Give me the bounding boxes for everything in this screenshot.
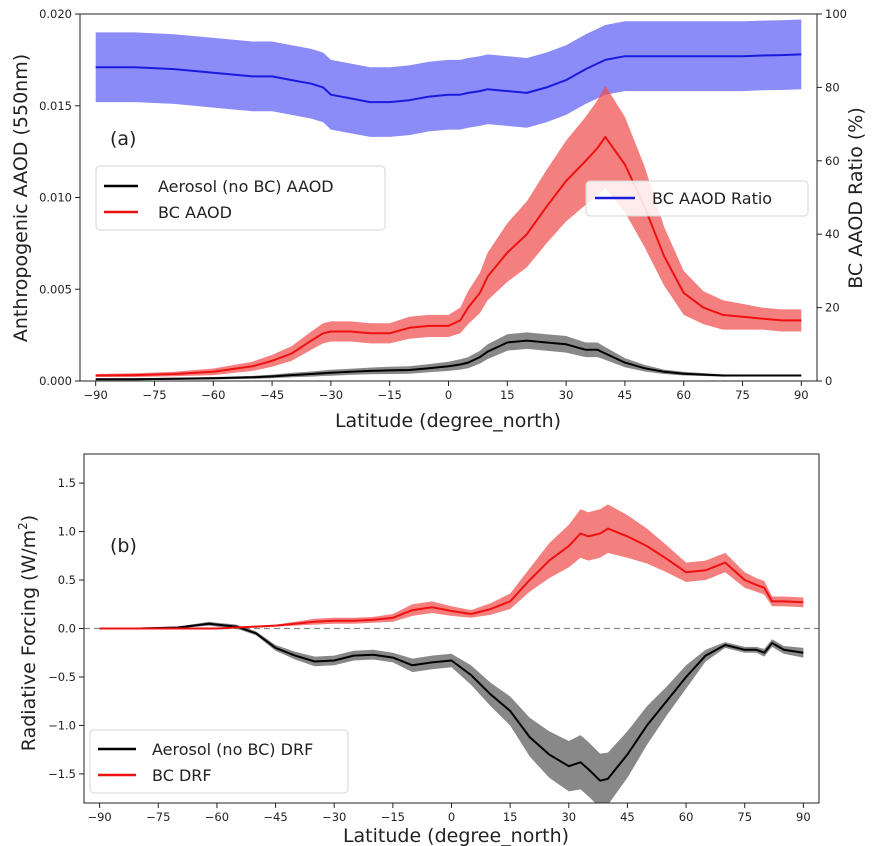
panel-a-ylabel: Anthropogenic AAOD (550nm)	[10, 54, 32, 342]
y-tick-label: 0.010	[39, 191, 72, 205]
x-tick-label: −75	[146, 810, 170, 824]
y-tick-label: −0.5	[48, 670, 76, 684]
x-tick-label: −90	[84, 388, 108, 402]
legend-b: Aerosol (no BC) DRF BC DRF	[89, 729, 349, 794]
x-tick-label: 90	[794, 388, 809, 402]
y-tick-label: 0.015	[39, 99, 72, 113]
panel-b-ylabel-superscript: 2	[16, 522, 30, 530]
y2-tick-label: 0	[825, 374, 832, 388]
x-tick-label: −30	[322, 810, 346, 824]
panel-b-ylabel: Radiative Forcing (W/m2)	[16, 515, 40, 751]
x-tick-label: 0	[448, 810, 455, 824]
panel-a-label: (a)	[110, 128, 136, 150]
legend-a-left-box	[95, 165, 386, 231]
x-tick-label: 45	[620, 810, 635, 824]
panel-b-ylabel-close: )	[18, 515, 40, 522]
y-tick-label: 0.005	[39, 282, 72, 296]
x-tick-label: 0	[445, 388, 452, 402]
y2-tick-label: 100	[825, 7, 847, 21]
x-tick-label: 75	[735, 388, 750, 402]
aerosol-no-bc-drf-uncertainty-band	[99, 621, 804, 803]
y-tick-label: 0.5	[58, 573, 76, 587]
y2-tick-label: 60	[825, 154, 840, 168]
x-tick-label: 15	[500, 388, 515, 402]
x-tick-label: 90	[796, 810, 811, 824]
panel-a-y2label: BC AAOD Ratio (%)	[845, 107, 867, 289]
x-tick-label: 60	[676, 388, 691, 402]
legend-a-bc-label: BC AAOD	[158, 203, 232, 222]
x-tick-label: 45	[618, 388, 633, 402]
y2-tick-label: 80	[825, 80, 840, 94]
y-tick-label: 0.0	[58, 622, 76, 636]
x-tick-label: −30	[319, 388, 343, 402]
x-tick-label: −90	[87, 810, 111, 824]
x-tick-label: 15	[503, 810, 518, 824]
y-tick-label: 1.5	[58, 476, 76, 490]
x-tick-label: −15	[381, 810, 405, 824]
legend-b-box	[89, 729, 349, 794]
panel-b-plot-area	[84, 504, 819, 803]
x-tick-label: −75	[142, 388, 166, 402]
legend-a-ratio-label: BC AAOD Ratio	[652, 189, 772, 208]
bc-aaod-uncertainty-band	[95, 85, 802, 377]
y2-tick-label: 20	[825, 301, 840, 315]
y2-tick-label: 40	[825, 227, 840, 241]
x-tick-label: 30	[559, 388, 574, 402]
legend-a-right-box	[585, 180, 809, 217]
bc-aaod-line	[95, 135, 802, 377]
bc-drf-line	[99, 527, 804, 630]
x-tick-label: 30	[561, 810, 576, 824]
legend-b-aerosol-label: Aerosol (no BC) DRF	[152, 740, 313, 759]
y-tick-label: 0.020	[39, 7, 72, 21]
x-tick-label: −60	[201, 388, 225, 402]
y-tick-label: 0.000	[39, 374, 72, 388]
x-tick-label: −45	[263, 810, 287, 824]
legend-b-bc-label: BC DRF	[152, 766, 212, 785]
x-tick-label: −15	[378, 388, 402, 402]
x-tick-label: −60	[205, 810, 229, 824]
panel-b: (b) Latitude (degree_north) Radiative Fo…	[16, 453, 820, 846]
bc-aaod-ratio-line	[95, 53, 802, 104]
panel-b-label: (b)	[110, 535, 137, 557]
y-tick-label: 1.0	[58, 525, 76, 539]
x-tick-label: 75	[737, 810, 752, 824]
x-tick-label: 60	[679, 810, 694, 824]
panel-b-xlabel: Latitude (degree_north)	[343, 825, 569, 846]
bc-aaod-ratio-uncertainty-band	[95, 19, 802, 137]
x-tick-label: −45	[260, 388, 284, 402]
legend-a-right: BC AAOD Ratio	[585, 180, 809, 217]
aerosol-no-bc-aaod-line	[95, 339, 802, 381]
panel-a: (a) Latitude (degree_north) Anthropogeni…	[10, 7, 867, 432]
y-tick-label: −1.0	[48, 718, 76, 732]
legend-a-left: Aerosol (no BC) AAOD BC AAOD	[95, 165, 386, 231]
legend-a-aerosol-label: Aerosol (no BC) AAOD	[158, 177, 334, 196]
panel-a-plot-area	[95, 19, 802, 381]
panel-b-ylabel-main: Radiative Forcing (W/m	[18, 530, 40, 751]
y-tick-label: −1.5	[48, 767, 76, 781]
panel-a-xlabel: Latitude (degree_north)	[335, 410, 561, 432]
aerosol-no-bc-drf-line	[99, 622, 804, 782]
